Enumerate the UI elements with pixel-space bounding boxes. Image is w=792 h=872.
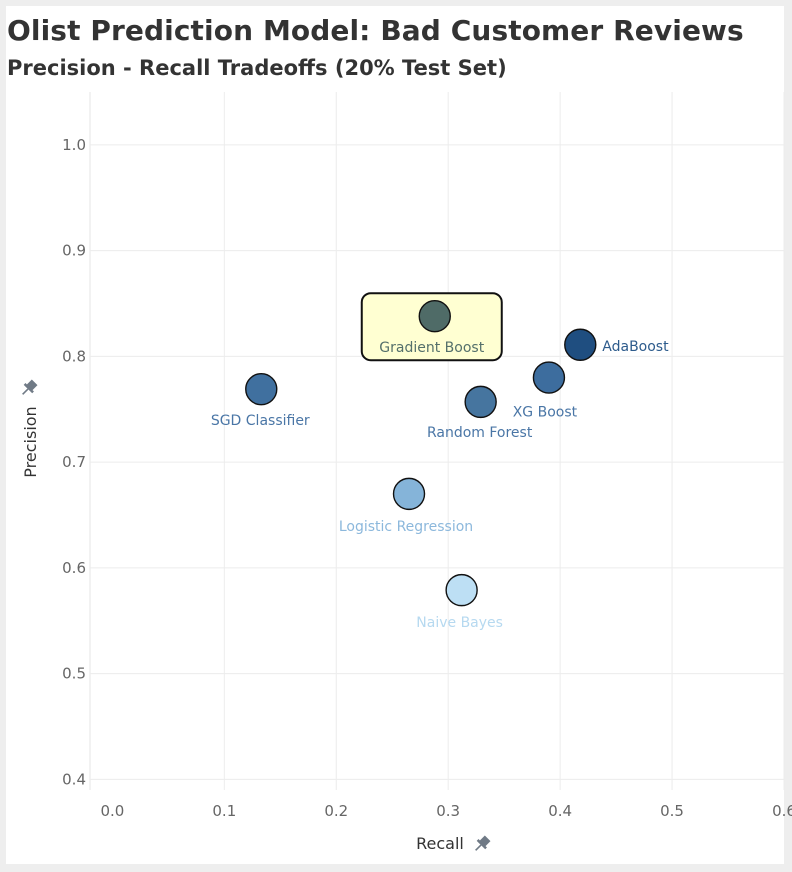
data-point-label: Logistic Regression [339, 519, 473, 535]
y-tick-label: 0.7 [62, 453, 86, 471]
x-axis-title: Recall [416, 834, 464, 853]
data-points: AdaBoost Gradient Boost XG Boost SGD Classi… [211, 292, 669, 631]
grid-lines [89, 92, 785, 790]
y-tick-label: 0.5 [62, 665, 86, 683]
data-point-label: Random Forest [427, 425, 533, 441]
x-tick-label: 0.6 [772, 802, 792, 820]
data-point-label: SGD Classifier [211, 413, 310, 429]
data-point-label: XG Boost [513, 405, 578, 421]
data-point[interactable] [445, 573, 478, 607]
x-tick-labels: 0.0 0.1 0.2 0.3 0.4 0.5 0.6 [100, 802, 792, 820]
x-tick-label: 0.3 [436, 802, 460, 820]
data-point[interactable] [464, 385, 497, 419]
data-point[interactable] [564, 328, 597, 361]
y-tick-label: 0.8 [62, 347, 86, 365]
data-point[interactable] [532, 361, 566, 394]
x-tick-label: 0.5 [660, 802, 684, 820]
data-point[interactable] [392, 477, 426, 511]
chart-subtitle: Precision - Recall Tradeoffs (20% Test S… [7, 56, 507, 80]
y-tick-labels: 0.4 0.5 0.6 0.7 0.8 0.9 1.0 [62, 136, 86, 789]
data-point[interactable] [245, 372, 278, 406]
x-tick-label: 0.2 [324, 802, 348, 820]
y-axis-pin-icon[interactable] [18, 378, 39, 399]
x-tick-label: 0.4 [548, 802, 572, 820]
chart-panel [6, 6, 784, 864]
data-point-label: Naive Bayes [416, 615, 503, 631]
y-tick-label: 1.0 [62, 136, 86, 154]
x-tick-label: 0.1 [212, 802, 236, 820]
x-axis-pin-icon[interactable] [471, 834, 492, 855]
y-tick-label: 0.9 [62, 242, 86, 260]
chart-title: Olist Prediction Model: Bad Customer Rev… [7, 14, 744, 47]
y-tick-label: 0.4 [62, 770, 86, 788]
data-point[interactable] [418, 300, 451, 333]
data-point-label: AdaBoost [602, 339, 669, 355]
x-tick-label: 0.0 [100, 802, 124, 820]
data-point-label: Gradient Boost [379, 340, 484, 356]
y-tick-label: 0.6 [62, 559, 86, 577]
y-axis-title: Precision [21, 406, 40, 477]
